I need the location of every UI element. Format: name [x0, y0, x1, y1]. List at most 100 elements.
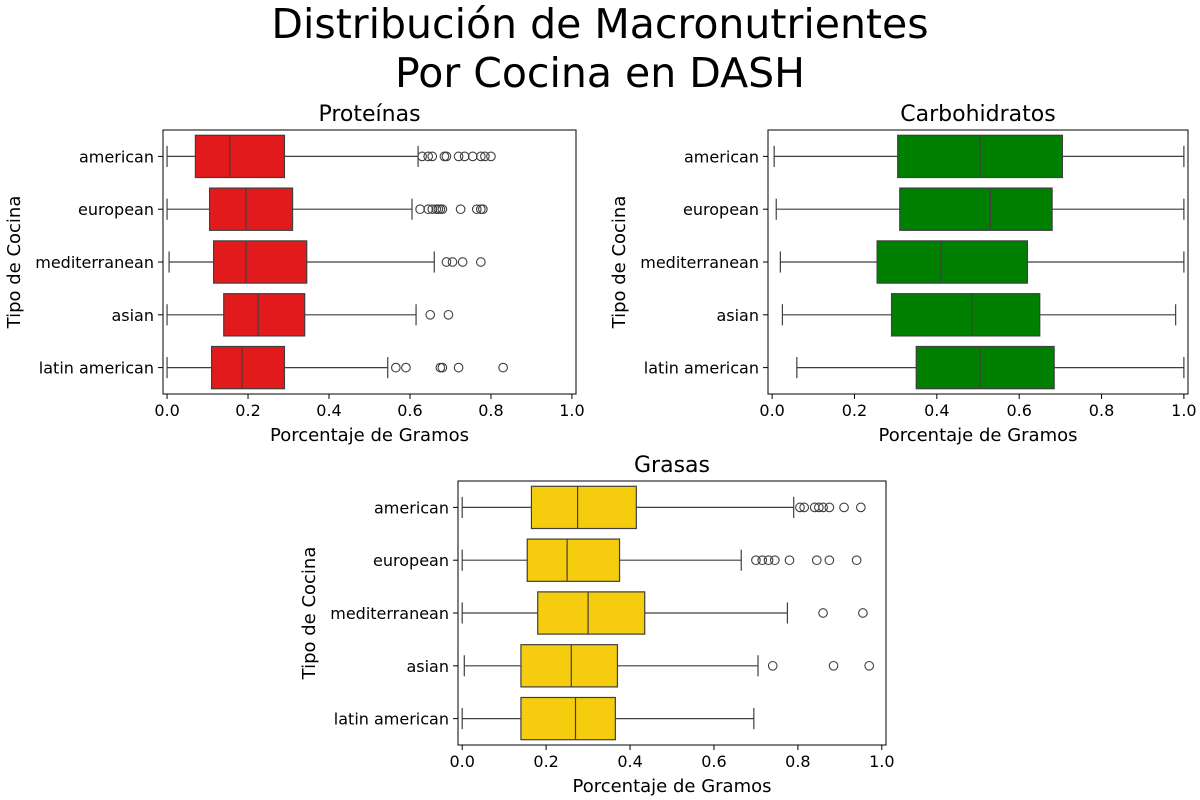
box-iqr [899, 187, 1053, 231]
box-latin-american [796, 345, 1185, 390]
box-iqr [915, 345, 1055, 390]
box-mediterranean [779, 240, 1185, 284]
outlier-point [498, 362, 508, 373]
x-tick-label: 0.0 [449, 752, 474, 771]
box-iqr [526, 538, 621, 582]
x-tick-label: 0.8 [785, 752, 810, 771]
x-tick-label: 0.2 [235, 401, 260, 420]
outlier-point [858, 608, 868, 618]
outlier-point [757, 555, 768, 566]
box-asian [463, 644, 875, 688]
box-latin-american [461, 696, 755, 741]
x-tick-label: 0.2 [842, 401, 867, 420]
y-tick-label: mediterranean [35, 253, 154, 272]
x-tick-label: 1.0 [1171, 401, 1196, 420]
figure-title-line1: Distribución de Macronutrientes [271, 0, 928, 48]
box-iqr [223, 293, 306, 337]
x-axis-label: Porcentaje de Gramos [572, 776, 771, 797]
outlier-point [839, 502, 849, 513]
outlier-point [401, 362, 411, 373]
outlier-point [390, 362, 401, 373]
x-tick-label: 0.6 [1006, 401, 1031, 420]
x-tick-label: 0.4 [316, 401, 341, 420]
outlier-point [427, 151, 438, 162]
x-tick-label: 0.4 [617, 752, 642, 771]
outlier-point [799, 502, 810, 513]
subplot-title: Grasas [634, 453, 710, 478]
x-tick-label: 0.8 [478, 401, 503, 420]
outlier-point [818, 608, 828, 618]
outlier-point [437, 362, 448, 373]
box-american [461, 485, 866, 530]
outlier-point [425, 309, 436, 320]
x-axis-label: Porcentaje de Gramos [878, 425, 1077, 446]
x-tick-label: 1.0 [869, 752, 894, 771]
box-mediterranean [461, 591, 868, 635]
box-iqr [520, 696, 616, 741]
y-tick-label: mediterranean [330, 604, 449, 623]
box-iqr [537, 591, 646, 635]
y-tick-label: latin american [334, 710, 449, 729]
y-tick-label: american [684, 147, 759, 166]
outlier-point [453, 362, 464, 373]
y-tick-label: european [683, 200, 759, 219]
outlier-point [455, 204, 466, 215]
y-tick-label: latin american [39, 359, 154, 378]
chart-grasas: Grasas american european mediterranean asian… [299, 453, 895, 797]
outlier-point [475, 257, 486, 267]
x-tick-label: 0.2 [533, 752, 558, 771]
plot-frame [162, 129, 577, 395]
outlier-point [811, 555, 822, 566]
outlier-point [475, 151, 486, 162]
outlier-point [814, 502, 824, 513]
plot-frame [767, 129, 1189, 395]
outlier-point [751, 555, 761, 566]
outlier-point [415, 204, 425, 215]
box-latin-american [166, 345, 508, 390]
outlier-point [478, 204, 488, 215]
outlier-point [851, 555, 862, 566]
y-tick-label: european [78, 200, 154, 219]
box-european [461, 538, 862, 582]
x-tick-label: 0.8 [1089, 401, 1114, 420]
outlier-point [480, 151, 490, 162]
outlier-point [471, 204, 482, 215]
box-european [775, 187, 1185, 231]
box-european [166, 187, 488, 231]
box-iqr [194, 134, 286, 179]
box-iqr [213, 240, 308, 284]
outlier-point [443, 309, 454, 320]
figure-title-line2: Por Cocina en DASH [395, 49, 805, 97]
y-tick-label: latin american [644, 359, 759, 378]
box-american [773, 134, 1185, 179]
outlier-point [824, 555, 835, 566]
outlier-point [453, 151, 464, 162]
x-tick-label: 0.0 [154, 401, 179, 420]
box-iqr [876, 240, 1029, 284]
y-tick-label: asian [111, 306, 154, 325]
box-asian [166, 293, 454, 337]
chart-proteinas: Proteínas american european mediterranean as… [4, 102, 585, 446]
box-iqr [890, 293, 1041, 337]
outlier-point [828, 660, 839, 671]
y-axis-label: Tipo de Cocina [4, 196, 25, 330]
outlier-point [855, 502, 866, 513]
outlier-point [441, 257, 452, 267]
outlier-point [824, 502, 835, 513]
outlier-point [784, 555, 795, 566]
outlier-point [763, 555, 774, 566]
x-tick-label: 0.0 [759, 401, 784, 420]
x-axis-label: Porcentaje de Gramos [270, 425, 469, 446]
x-tick-label: 0.6 [701, 752, 726, 771]
y-tick-label: american [374, 498, 449, 517]
box-iqr [210, 345, 286, 390]
outlier-point [818, 502, 828, 513]
chart-carbohidratos: Carbohidratos american european mediterrane… [609, 102, 1197, 446]
outlier-point [459, 151, 470, 162]
subplot-title: Proteínas [318, 102, 420, 127]
outlier-point [447, 257, 458, 267]
outlier-point [486, 151, 496, 162]
y-tick-label: american [79, 147, 154, 166]
box-iqr [530, 485, 637, 530]
y-tick-label: european [373, 551, 449, 570]
